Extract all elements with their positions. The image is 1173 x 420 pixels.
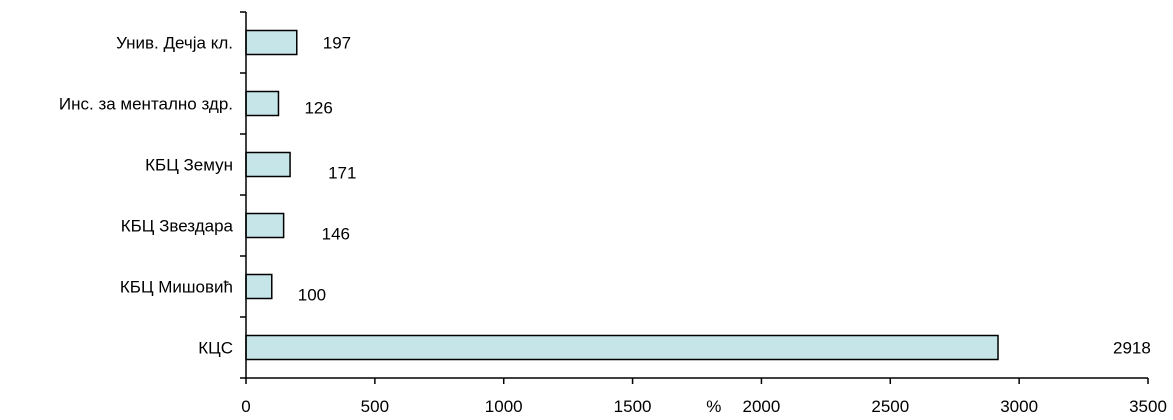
data-label: 146 [322,225,350,244]
x-tick-label: 1500 [614,397,652,416]
x-tick-label: 2500 [871,397,909,416]
x-tick-label: 2000 [743,397,781,416]
bar [245,273,273,300]
data-label: 197 [323,34,351,53]
x-tick-label: 0 [241,397,250,416]
x-tick-label: 1000 [485,397,523,416]
category-label: КБЦ Мишовић [120,278,233,297]
bar [245,334,999,361]
data-label: 126 [304,99,332,118]
data-label: 2918 [1113,339,1151,358]
data-label: 171 [328,164,356,183]
category-label: Унив. Дечја кл. [116,34,233,53]
x-tick-label: 3500 [1129,397,1167,416]
x-tick-label: 500 [361,397,389,416]
category-label: КБЦ Звездара [121,217,234,236]
data-label: 100 [298,286,326,305]
bar [245,90,280,117]
bar [245,151,291,178]
category-label: Инс. за ментално здр. [59,95,233,114]
x-tick-label: 3000 [1000,397,1038,416]
category-label: КБЦ Земун [145,156,233,175]
axes-group [245,12,1148,379]
bars-group [245,29,999,361]
labels-group: Унив. Дечја кл. 197 Инс. за ментално здр. 1… [59,11,1167,416]
category-label: КЦС [198,339,233,358]
x-axis-unit-label: % [706,397,721,416]
bar [245,212,285,239]
bar [245,29,298,56]
